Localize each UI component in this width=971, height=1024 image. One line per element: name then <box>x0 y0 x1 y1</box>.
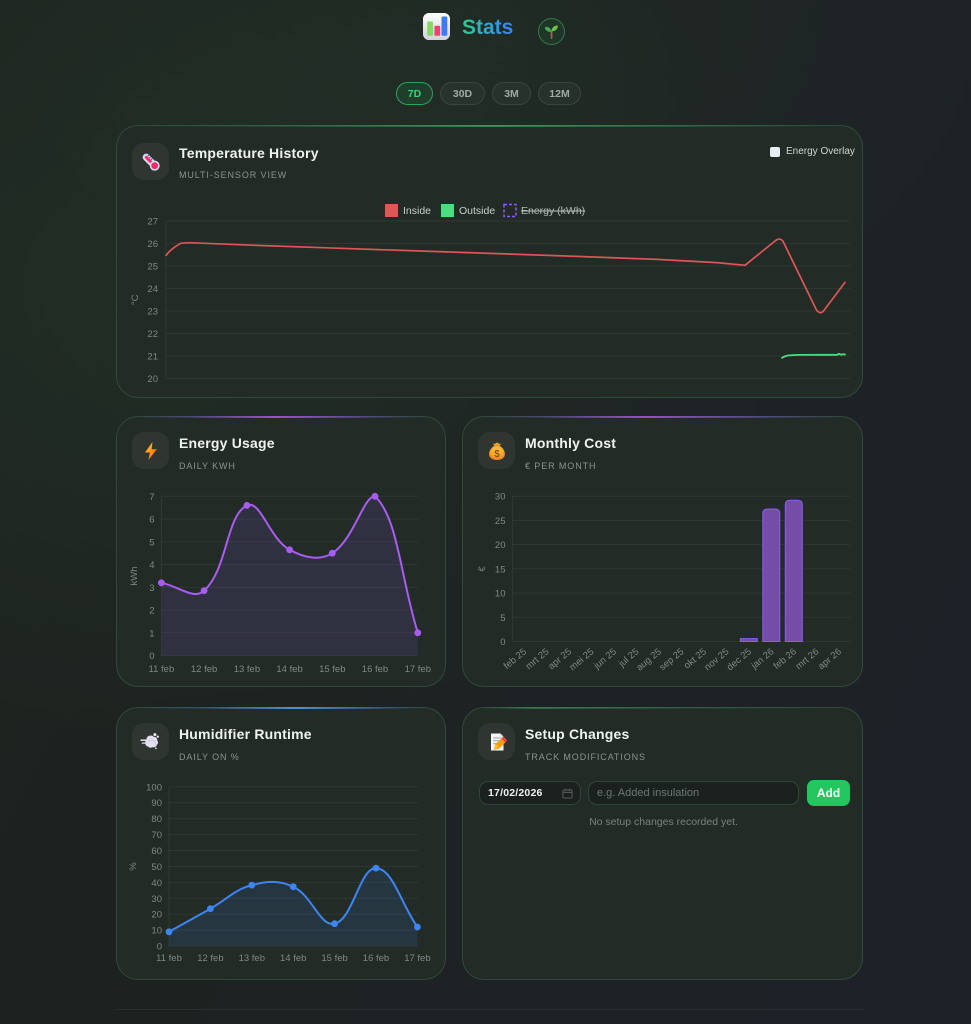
svg-text:27: 27 <box>147 217 158 228</box>
svg-text:12 feb: 12 feb <box>191 664 217 675</box>
svg-text:Inside: Inside <box>403 205 431 217</box>
svg-text:21: 21 <box>147 352 158 363</box>
svg-text:17 feb: 17 feb <box>405 664 431 675</box>
svg-text:15 feb: 15 feb <box>319 664 345 675</box>
svg-text:jun 25: jun 25 <box>591 646 619 672</box>
svg-text:mei 25: mei 25 <box>567 646 596 673</box>
svg-text:feb 25: feb 25 <box>502 646 529 671</box>
svg-text:20: 20 <box>147 374 158 385</box>
svg-text:80: 80 <box>151 814 162 825</box>
svg-text:5: 5 <box>500 613 505 624</box>
svg-text:0: 0 <box>157 942 162 953</box>
svg-text:3: 3 <box>149 583 154 594</box>
svg-text:sep 25: sep 25 <box>657 646 686 673</box>
svg-text:16 feb: 16 feb <box>363 953 389 964</box>
svg-text:20: 20 <box>151 910 162 921</box>
svg-text:25: 25 <box>495 516 506 527</box>
svg-text:13 feb: 13 feb <box>239 953 265 964</box>
svg-text:%: % <box>128 862 139 871</box>
svg-text:90: 90 <box>151 798 162 809</box>
svg-text:100: 100 <box>146 782 162 793</box>
svg-text:10: 10 <box>151 926 162 937</box>
svg-text:26: 26 <box>147 239 158 250</box>
svg-text:0: 0 <box>500 637 505 648</box>
svg-text:$: $ <box>494 448 500 459</box>
svg-text:11 feb: 11 feb <box>149 664 175 675</box>
svg-text:aug 25: aug 25 <box>634 646 663 673</box>
svg-text:20: 20 <box>495 540 506 551</box>
svg-text:€: € <box>477 565 488 571</box>
svg-text:17 feb: 17 feb <box>404 953 430 964</box>
svg-text:22: 22 <box>147 329 158 340</box>
svg-text:70: 70 <box>151 830 162 841</box>
svg-text:40: 40 <box>151 878 162 889</box>
svg-text:5: 5 <box>149 537 154 548</box>
svg-text:mrt 25: mrt 25 <box>524 646 552 672</box>
svg-text:2: 2 <box>149 606 154 617</box>
svg-text:0: 0 <box>149 651 154 662</box>
svg-text:24: 24 <box>147 284 158 295</box>
svg-text:16 feb: 16 feb <box>362 664 388 675</box>
svg-text:dec 25: dec 25 <box>725 646 754 673</box>
svg-text:4: 4 <box>149 560 154 571</box>
svg-text:11 feb: 11 feb <box>156 953 182 964</box>
svg-text:Energy (kWh): Energy (kWh) <box>521 205 585 217</box>
svg-text:6: 6 <box>149 515 154 526</box>
svg-text:jan 26: jan 26 <box>749 646 777 672</box>
svg-text:60: 60 <box>151 846 162 857</box>
svg-text:12 feb: 12 feb <box>197 953 223 964</box>
svg-text:30: 30 <box>151 894 162 905</box>
svg-text:1: 1 <box>149 628 154 639</box>
svg-text:23: 23 <box>147 307 158 318</box>
svg-text:14 feb: 14 feb <box>280 953 306 964</box>
svg-text:Outside: Outside <box>459 205 495 217</box>
svg-text:15: 15 <box>495 564 506 575</box>
svg-text:25: 25 <box>147 262 158 273</box>
svg-text:mrt 26: mrt 26 <box>794 646 822 672</box>
svg-text:15 feb: 15 feb <box>321 953 347 964</box>
svg-text:kWh: kWh <box>129 567 140 586</box>
svg-text:50: 50 <box>151 862 162 873</box>
svg-text:apr 26: apr 26 <box>816 646 844 672</box>
svg-text:feb 26: feb 26 <box>772 646 799 671</box>
svg-text:10: 10 <box>495 589 506 600</box>
svg-text:30: 30 <box>495 492 506 503</box>
svg-text:13 feb: 13 feb <box>234 664 260 675</box>
svg-text:nov 25: nov 25 <box>702 646 731 673</box>
svg-text:7: 7 <box>149 492 154 503</box>
svg-text:°C: °C <box>130 294 141 305</box>
svg-text:14 feb: 14 feb <box>276 664 302 675</box>
